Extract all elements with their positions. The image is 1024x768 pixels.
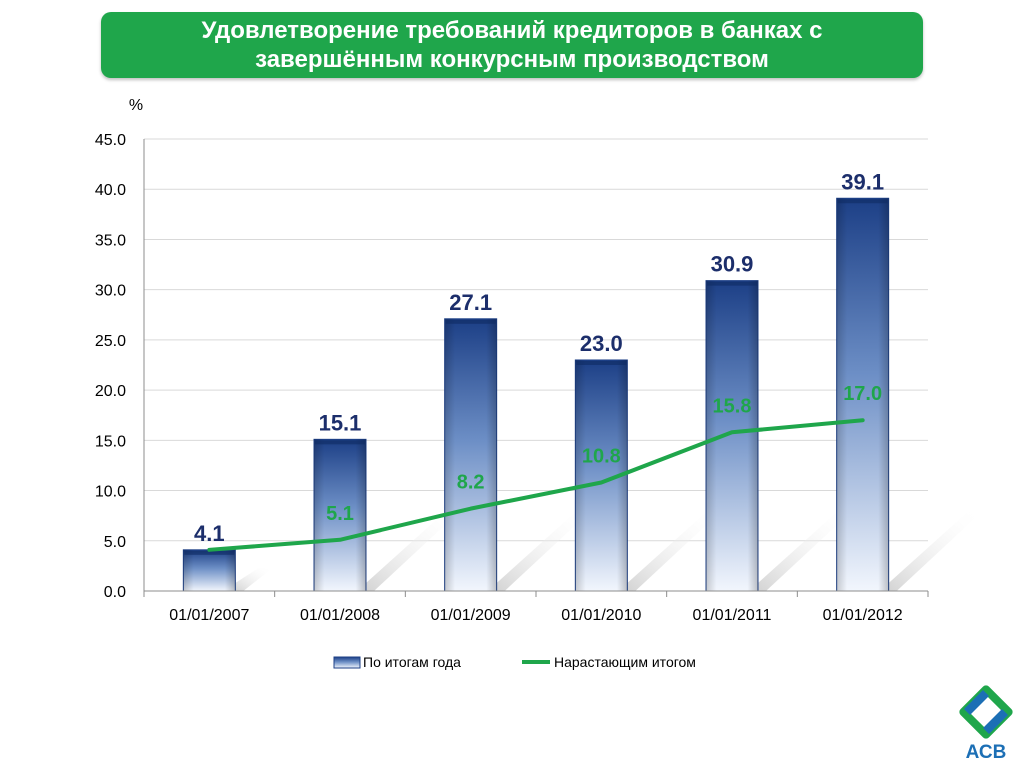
bar-shadow <box>366 511 460 591</box>
y-tick-label: 15.0 <box>95 433 126 450</box>
line-data-label: 8.2 <box>457 472 485 494</box>
line-data-label: 5.1 <box>326 503 354 525</box>
bar-shadow <box>496 511 591 591</box>
bar-bevel <box>444 318 497 591</box>
y-tick-label: 25.0 <box>95 333 126 350</box>
legend-line-label: Нарастающим итогом <box>554 654 696 670</box>
bar-bevel <box>183 549 236 591</box>
cumulative-line <box>207 418 865 552</box>
bar-data-label: 39.1 <box>841 169 884 194</box>
bar-shadow <box>888 511 983 591</box>
y-tick-label: 20.0 <box>95 383 126 400</box>
bar-data-label: 30.9 <box>711 252 754 277</box>
x-tick-label: 01/01/2011 <box>693 607 772 624</box>
y-tick-label: 30.0 <box>95 283 126 300</box>
y-tick-label: 0.0 <box>104 584 126 601</box>
y-tick-label: 45.0 <box>95 132 126 149</box>
bar-shadow <box>627 511 722 591</box>
bar-data-label: 4.1 <box>194 521 225 546</box>
bar-top-cap <box>576 360 627 365</box>
y-tick-label: 35.0 <box>95 232 126 249</box>
bar-data-label: 23.0 <box>580 331 623 356</box>
line-data-label: 10.8 <box>582 446 621 468</box>
legend-bar-swatch <box>333 656 361 669</box>
bar-top-cap <box>837 199 888 204</box>
legend-bar-label: По итогам года <box>363 654 461 670</box>
bar-bevel <box>706 280 758 591</box>
x-tick-label: 01/01/2007 <box>169 607 249 624</box>
bar-top-cap <box>315 440 365 445</box>
line-data-label: 17.0 <box>843 383 882 405</box>
bar-top-cap <box>707 281 757 286</box>
logo-text: АСВ <box>966 742 1007 762</box>
bar-shadow <box>758 511 852 591</box>
acb-logo-icon: АСВ <box>959 685 1013 762</box>
bar-top-cap <box>184 550 235 555</box>
title-banner: Удовлетворение требований кредиторов в б… <box>101 12 923 78</box>
chart-title: Удовлетворение требований кредиторов в б… <box>201 17 823 73</box>
bar-top-cap <box>445 319 496 324</box>
x-tick-label: 01/01/2009 <box>431 607 511 624</box>
bar-data-label: 15.1 <box>319 410 362 435</box>
x-tick-label: 01/01/2010 <box>561 607 641 624</box>
y-tick-label: 10.0 <box>95 484 126 501</box>
bar-data-label: 27.1 <box>449 290 492 315</box>
y-axis-unit: % <box>129 97 143 114</box>
y-tick-label: 40.0 <box>95 182 126 199</box>
x-tick-label: 01/01/2008 <box>300 607 380 624</box>
y-tick-label: 5.0 <box>104 534 126 551</box>
bar-shadow <box>235 568 272 591</box>
x-tick-label: 01/01/2012 <box>823 607 903 624</box>
bar-bevel <box>836 198 889 592</box>
line-data-label: 15.8 <box>713 395 752 417</box>
bar-bevel <box>314 439 366 591</box>
